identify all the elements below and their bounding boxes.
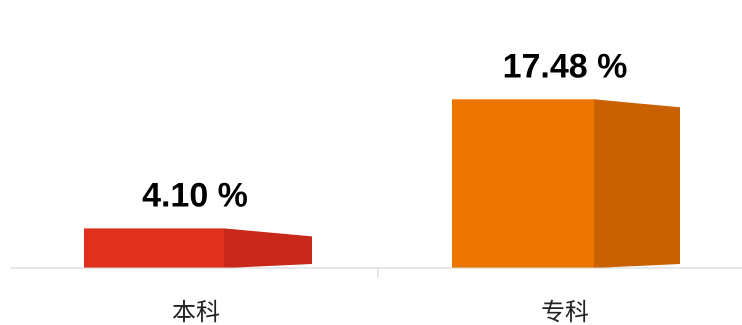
bar-2-side: [594, 99, 680, 268]
labels-layer: 4.10 % 本科 17.48 % 专科: [142, 47, 627, 325]
bar-1-side: [224, 228, 312, 268]
bar-2-front: [452, 99, 594, 268]
bars-layer: [84, 99, 680, 268]
x-tick-label-1: 本科: [172, 298, 220, 325]
value-label-2: 17.48 %: [503, 47, 628, 85]
value-label-1: 4.10 %: [142, 176, 248, 214]
x-tick-label-2: 专科: [541, 298, 589, 325]
bar-1-front: [84, 228, 224, 268]
